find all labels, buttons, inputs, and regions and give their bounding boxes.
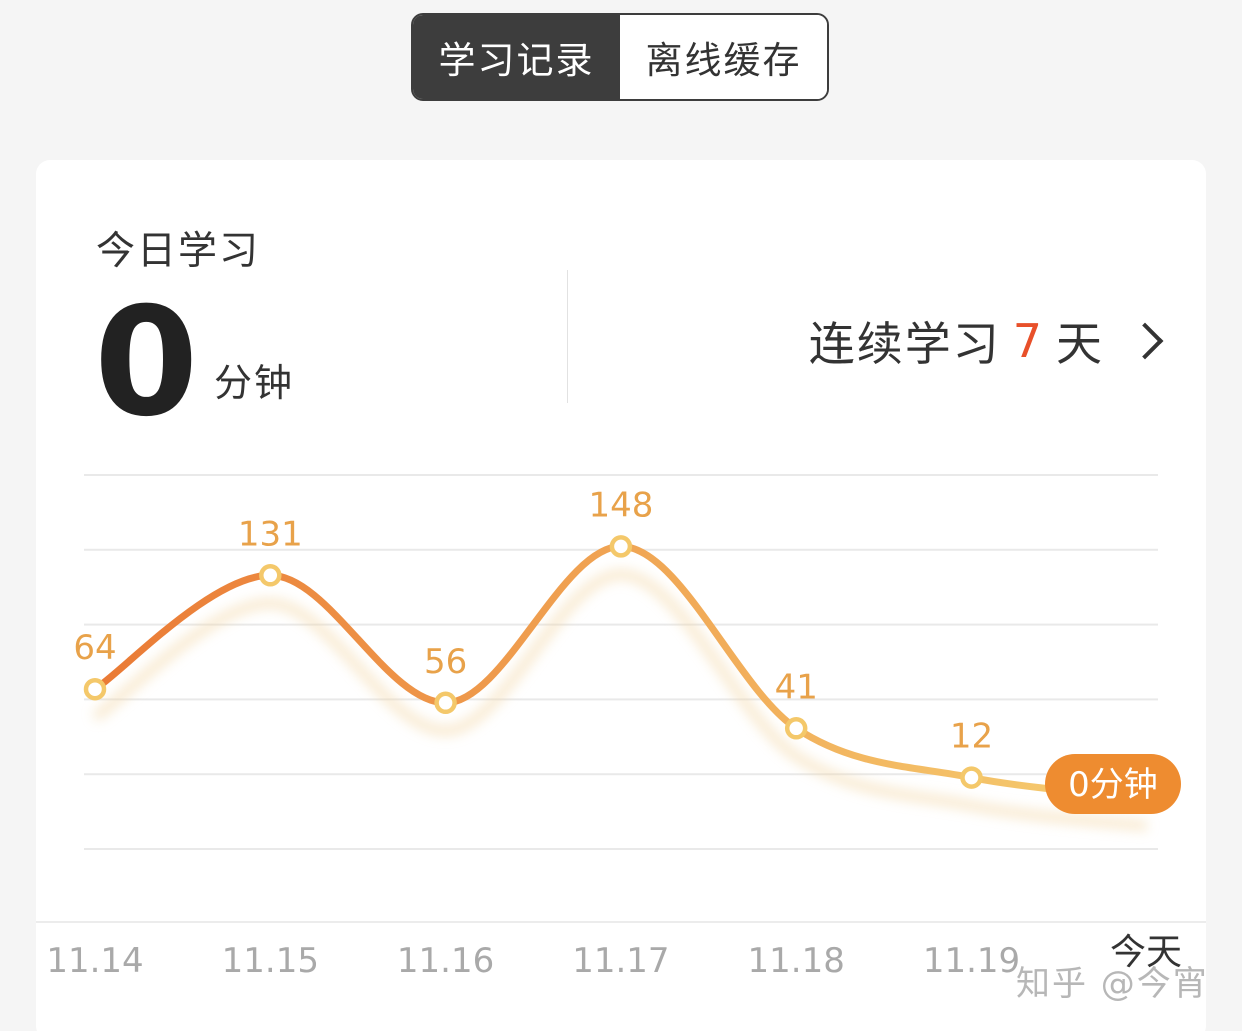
watermark: 知乎 @今宵 <box>1016 964 1209 1004</box>
streak-link[interactable]: 连续学习 7 天 <box>808 308 1164 374</box>
chevron-right-icon <box>1126 322 1164 360</box>
record-cache-segmented-control: 学习记录 离线缓存 <box>411 13 829 101</box>
streak-days: 7 <box>1012 314 1044 368</box>
chart-baseline-divider <box>36 921 1206 923</box>
today-study-label: 今日学习 <box>96 229 261 274</box>
study-stats-card: 今日学习 0 分钟 连续学习 7 天 <box>36 160 1206 1031</box>
tab-offline-cache[interactable]: 离线缓存 <box>620 15 827 99</box>
today-study-value: 0 <box>94 276 199 450</box>
streak-prefix: 连续学习 <box>808 317 1001 371</box>
stats-divider <box>567 270 568 403</box>
streak-suffix: 天 <box>1056 317 1104 371</box>
today-study-unit: 分钟 <box>214 361 295 405</box>
tab-study-record[interactable]: 学习记录 <box>413 15 620 99</box>
